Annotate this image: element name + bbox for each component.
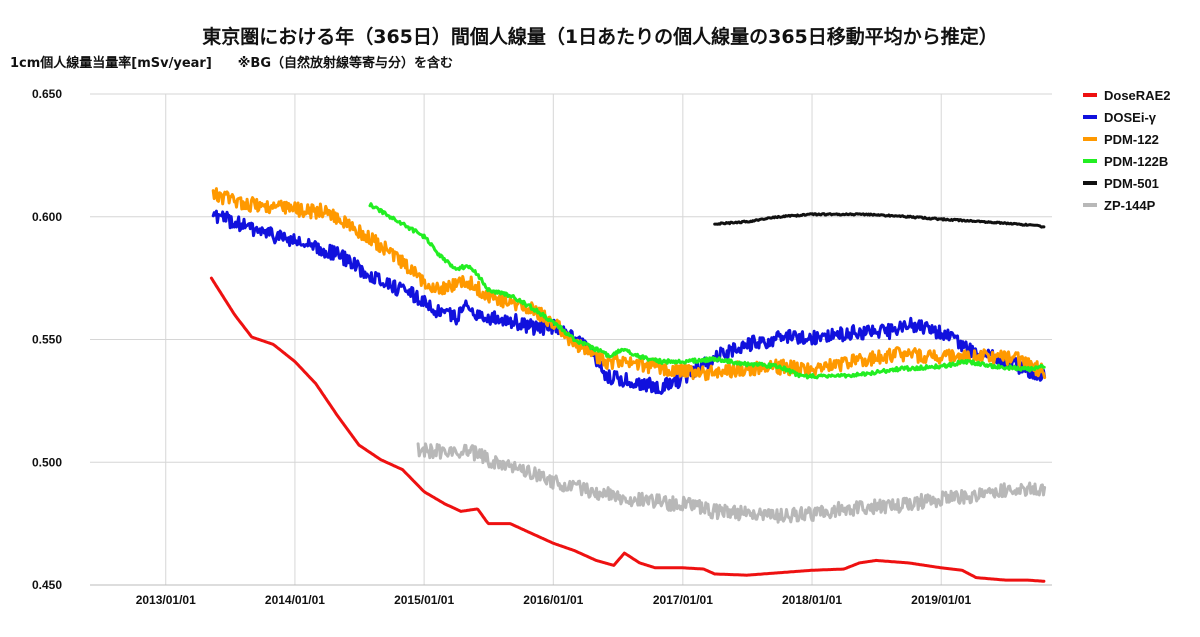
legend-label: PDM-122 <box>1104 132 1159 147</box>
x-tick-label: 2019/01/01 <box>911 593 971 607</box>
series-line-dosei- <box>211 209 1047 395</box>
axis-layer: 0.450 0.500 0.550 0.600 0.650 2013/01/01 2014/… <box>32 87 1052 607</box>
y-tick-label: 0.600 <box>32 210 62 224</box>
y-tick-label: 0.450 <box>32 578 62 592</box>
x-tick-label: 2015/01/01 <box>394 593 454 607</box>
legend-label: DOSEi-γ <box>1104 110 1157 125</box>
x-tick-label: 2018/01/01 <box>782 593 842 607</box>
x-tick-label: 2013/01/01 <box>136 593 196 607</box>
chart-title: 東京圏における年（365日）間個人線量（1日あたりの個人線量の365日移動平均か… <box>202 26 998 48</box>
y-tick-label: 0.500 <box>32 455 62 469</box>
legend-label: ZP-144P <box>1104 198 1156 213</box>
y-tick-label: 0.650 <box>32 87 62 101</box>
y-tick-label: 0.550 <box>32 333 62 347</box>
x-tick-label: 2014/01/01 <box>265 593 325 607</box>
x-tick-label: 2017/01/01 <box>653 593 713 607</box>
series-line-doserae2 <box>209 276 1046 583</box>
series-line-zp-144p <box>416 442 1047 524</box>
legend-layer: DoseRAE2 DOSEi-γ PDM-122 PDM-122B PDM-501 ZP-… <box>1083 88 1170 213</box>
series-line-pdm-122 <box>211 187 1047 382</box>
series-line-pdm-122b <box>368 202 1046 380</box>
series-line-pdm-501 <box>713 212 1046 229</box>
legend-label: DoseRAE2 <box>1104 88 1170 103</box>
chart-subtitle: 1cm個人線量当量率[mSv/year] ※BG（自然放射線等寄与分）を含む <box>10 56 454 71</box>
series-layer <box>209 187 1047 583</box>
legend-label: PDM-122B <box>1104 154 1168 169</box>
legend-label: PDM-501 <box>1104 176 1159 191</box>
x-tick-label: 2016/01/01 <box>523 593 583 607</box>
